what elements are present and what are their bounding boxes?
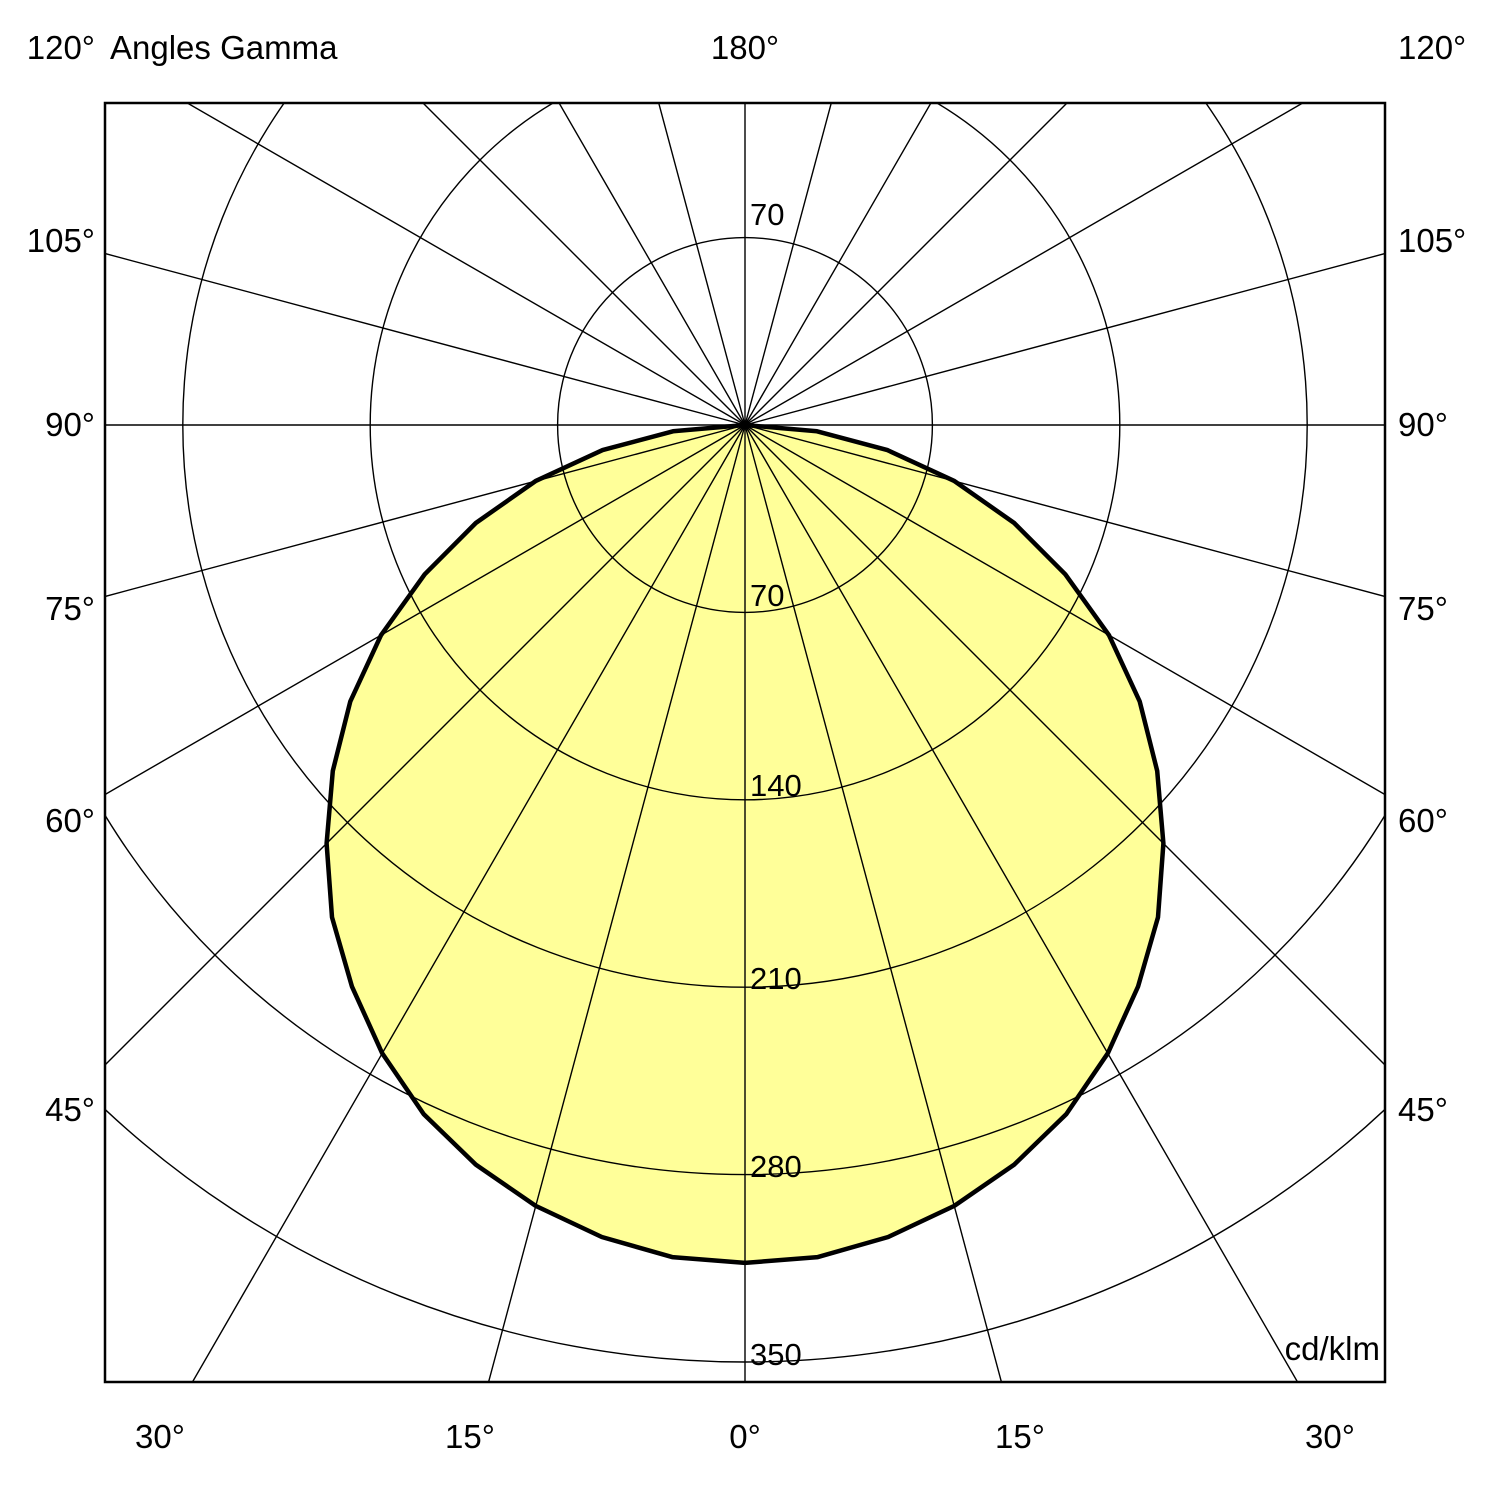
left-axis-label-120: 120° — [26, 29, 95, 66]
grid-ray — [744, 424, 1003, 1382]
grid-ray — [105, 424, 746, 598]
unit-label: cd/klm — [1284, 1330, 1380, 1367]
ring-label-280: 280 — [750, 1149, 802, 1184]
intensity-curve — [324, 422, 1166, 1266]
bottom-axis-label-0: 0° — [729, 1418, 761, 1455]
grid-ray — [744, 103, 1068, 426]
grid-ray — [744, 103, 833, 426]
left-axis-label-60: 60° — [45, 802, 95, 839]
grid-ray — [744, 424, 1385, 598]
right-axis-label-90: 90° — [1398, 406, 1448, 443]
grid-ray — [744, 424, 1299, 1382]
grid-ray — [558, 103, 746, 426]
grid-ray — [744, 103, 1305, 426]
bottom-axis-label-30-left: 30° — [135, 1418, 185, 1455]
right-axis-label-60: 60° — [1398, 802, 1448, 839]
ring-label-140: 140 — [750, 768, 802, 803]
grid-ray — [185, 103, 746, 426]
grid-ray — [105, 424, 746, 1066]
chart-title: Angles Gamma — [110, 29, 338, 66]
ring-label-350: 350 — [750, 1337, 802, 1372]
top-axis-label-180: 180° — [710, 29, 780, 66]
left-axis-label-105: 105° — [26, 222, 95, 259]
right-axis-label-75: 75° — [1398, 590, 1448, 627]
bottom-axis-label-15-left: 15° — [445, 1418, 495, 1455]
grid-ray — [487, 424, 746, 1382]
bottom-axis-label-30-right: 30° — [1305, 1418, 1355, 1455]
grid-ray — [422, 103, 746, 426]
grid-ray — [105, 252, 746, 426]
grid-ray — [744, 424, 1385, 1066]
grid-ray — [657, 103, 746, 426]
grid-ray — [744, 252, 1385, 426]
left-axis-label-45: 45° — [45, 1091, 95, 1128]
ring-label-70-upper: 70 — [750, 197, 785, 232]
right-axis-label-105: 105° — [1398, 222, 1467, 259]
grid-ray — [191, 424, 746, 1382]
bottom-axis-label-15-right: 15° — [995, 1418, 1045, 1455]
right-axis-label-120: 120° — [1398, 29, 1467, 66]
plot-border — [103, 101, 1387, 1384]
ring-label-210: 210 — [750, 961, 802, 996]
right-axis-label-45: 45° — [1398, 1091, 1448, 1128]
left-axis-label-90: 90° — [45, 406, 95, 443]
grid-ray — [105, 424, 746, 796]
grid-ray — [744, 424, 1385, 796]
grid-ray — [744, 103, 932, 426]
ring-label-70: 70 — [750, 578, 785, 613]
left-axis-label-75: 75° — [45, 590, 95, 627]
